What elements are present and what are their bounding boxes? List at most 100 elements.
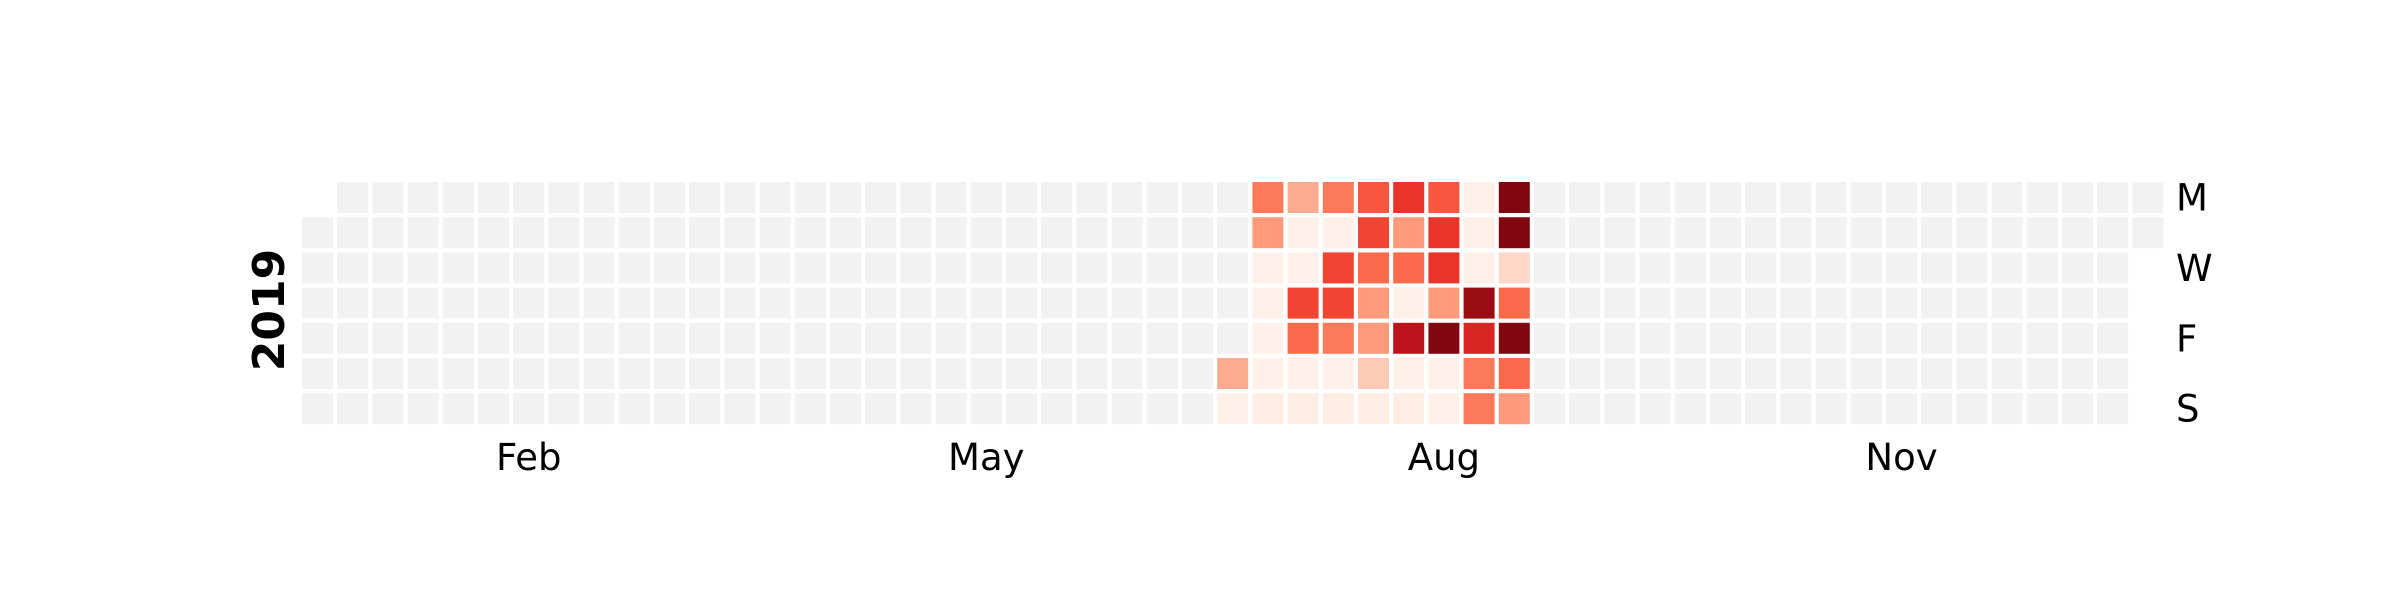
heatmap-cell-empty [2026,358,2058,389]
heatmap-cell-empty [1111,287,1143,319]
heatmap-cell-empty [865,393,897,425]
heatmap-cell-empty [830,287,861,319]
heatmap-cell-empty [1111,182,1143,213]
heatmap-cell-empty [1921,322,1953,354]
day-label: F [2176,317,2197,360]
heatmap-cell-active [1393,358,1425,389]
heatmap-cell-empty [2132,182,2164,213]
heatmap-cell-active [1252,252,1284,284]
heatmap-cell-empty [724,182,756,213]
heatmap-cell-empty [2062,358,2093,389]
heatmap-cell-empty [478,358,509,389]
heatmap-cell-empty [1991,393,2023,425]
heatmap-cell-empty [513,252,545,284]
month-labels: Feb May Aug Nov [496,436,1938,479]
heatmap-cell-empty [513,358,545,389]
heatmap-cell-active [1393,287,1425,319]
heatmap-cell-empty [1780,287,1812,319]
heatmap-cell-empty [794,182,826,213]
heatmap-cell-active [1217,358,1249,389]
heatmap-cell-empty [2062,252,2093,284]
heatmap-cell-empty [1534,182,1565,213]
heatmap-cell-active [1393,182,1425,213]
heatmap-cell-empty [1710,182,1741,213]
heatmap-cell-empty [478,322,509,354]
heatmap-cell-empty [478,393,509,425]
heatmap-cell-empty [618,358,650,389]
heatmap-cell-active [1252,287,1284,319]
heatmap-cell-empty [337,182,369,213]
heatmap-cell-empty [689,322,721,354]
heatmap-cell-empty [830,217,861,249]
month-label: Aug [1408,436,1480,479]
heatmap-cell-empty [1217,322,1249,354]
heatmap-cell-empty [1534,217,1565,249]
heatmap-cell-empty [689,287,721,319]
heatmap-cell-empty [2097,287,2129,319]
heatmap-cell-empty [794,358,826,389]
heatmap-cell-empty [2097,393,2129,425]
heatmap-cell-empty [1076,393,1108,425]
heatmap-cell-empty [1569,393,1601,425]
heatmap-cell-active [1463,252,1495,284]
heatmap-cell-empty [1886,358,1917,389]
heatmap-cell-active [1358,358,1389,389]
heatmap-cell-empty [372,182,404,213]
heatmap-cell-empty [1569,252,1601,284]
heatmap-cell-empty [1956,182,1988,213]
heatmap-cell-active [1252,393,1284,425]
heatmap-cell-empty [1182,182,1213,213]
heatmap-cell-empty [1815,287,1847,319]
heatmap-cell-empty [935,287,967,319]
heatmap-cell-empty [1850,393,1882,425]
heatmap-cell-active [1322,322,1354,354]
heatmap-cell-empty [618,287,650,319]
heatmap-cell-empty [689,252,721,284]
heatmap-cell-empty [1710,393,1741,425]
heatmap-cell-empty [618,393,650,425]
heatmap-cell-empty [1886,252,1917,284]
heatmap-cell-empty [2026,393,2058,425]
heatmap-cell-empty [2097,322,2129,354]
heatmap-cell-empty [407,287,439,319]
heatmap-cell-empty [548,182,580,213]
heatmap-cell-empty [1639,252,1671,284]
heatmap-cell-empty [1991,182,2023,213]
heatmap-cell-empty [1674,217,1706,249]
heatmap-cell-empty [1815,358,1847,389]
day-label: M [2176,177,2208,220]
heatmap-cell-empty [970,358,1002,389]
heatmap-cell-active [1358,287,1389,319]
heatmap-cell-empty [1710,358,1741,389]
heatmap-cell-empty [1674,287,1706,319]
heatmap-cell-empty [1111,217,1143,249]
heatmap-cell-empty [1921,252,1953,284]
heatmap-cell-empty [1006,217,1037,249]
heatmap-cell-empty [1991,217,2023,249]
heatmap-cell-active [1498,393,1530,425]
heatmap-cell-empty [1534,393,1565,425]
heatmap-cell-active [1322,393,1354,425]
heatmap-cell-active [1358,322,1389,354]
heatmap-cell-empty [337,252,369,284]
heatmap-cell-empty [794,393,826,425]
heatmap-cell-empty [900,322,932,354]
heatmap-cell-empty [1111,322,1143,354]
heatmap-cell-active [1252,217,1284,249]
heatmap-cell-active [1428,393,1460,425]
heatmap-cell-empty [935,322,967,354]
heatmap-cell-empty [1006,287,1037,319]
heatmap-cell-empty [1991,322,2023,354]
heatmap-cell-empty [1041,182,1073,213]
heatmap-cell-empty [1674,358,1706,389]
heatmap-cell-empty [1076,322,1108,354]
heatmap-cell-empty [970,393,1002,425]
heatmap-cell-empty [1921,393,1953,425]
heatmap-cell-empty [372,322,404,354]
heatmap-cell-empty [1076,217,1108,249]
heatmap-cell-empty [1815,393,1847,425]
heatmap-cell-empty [1146,252,1178,284]
heatmap-cell-active [1287,393,1319,425]
heatmap-cell-active [1463,217,1495,249]
